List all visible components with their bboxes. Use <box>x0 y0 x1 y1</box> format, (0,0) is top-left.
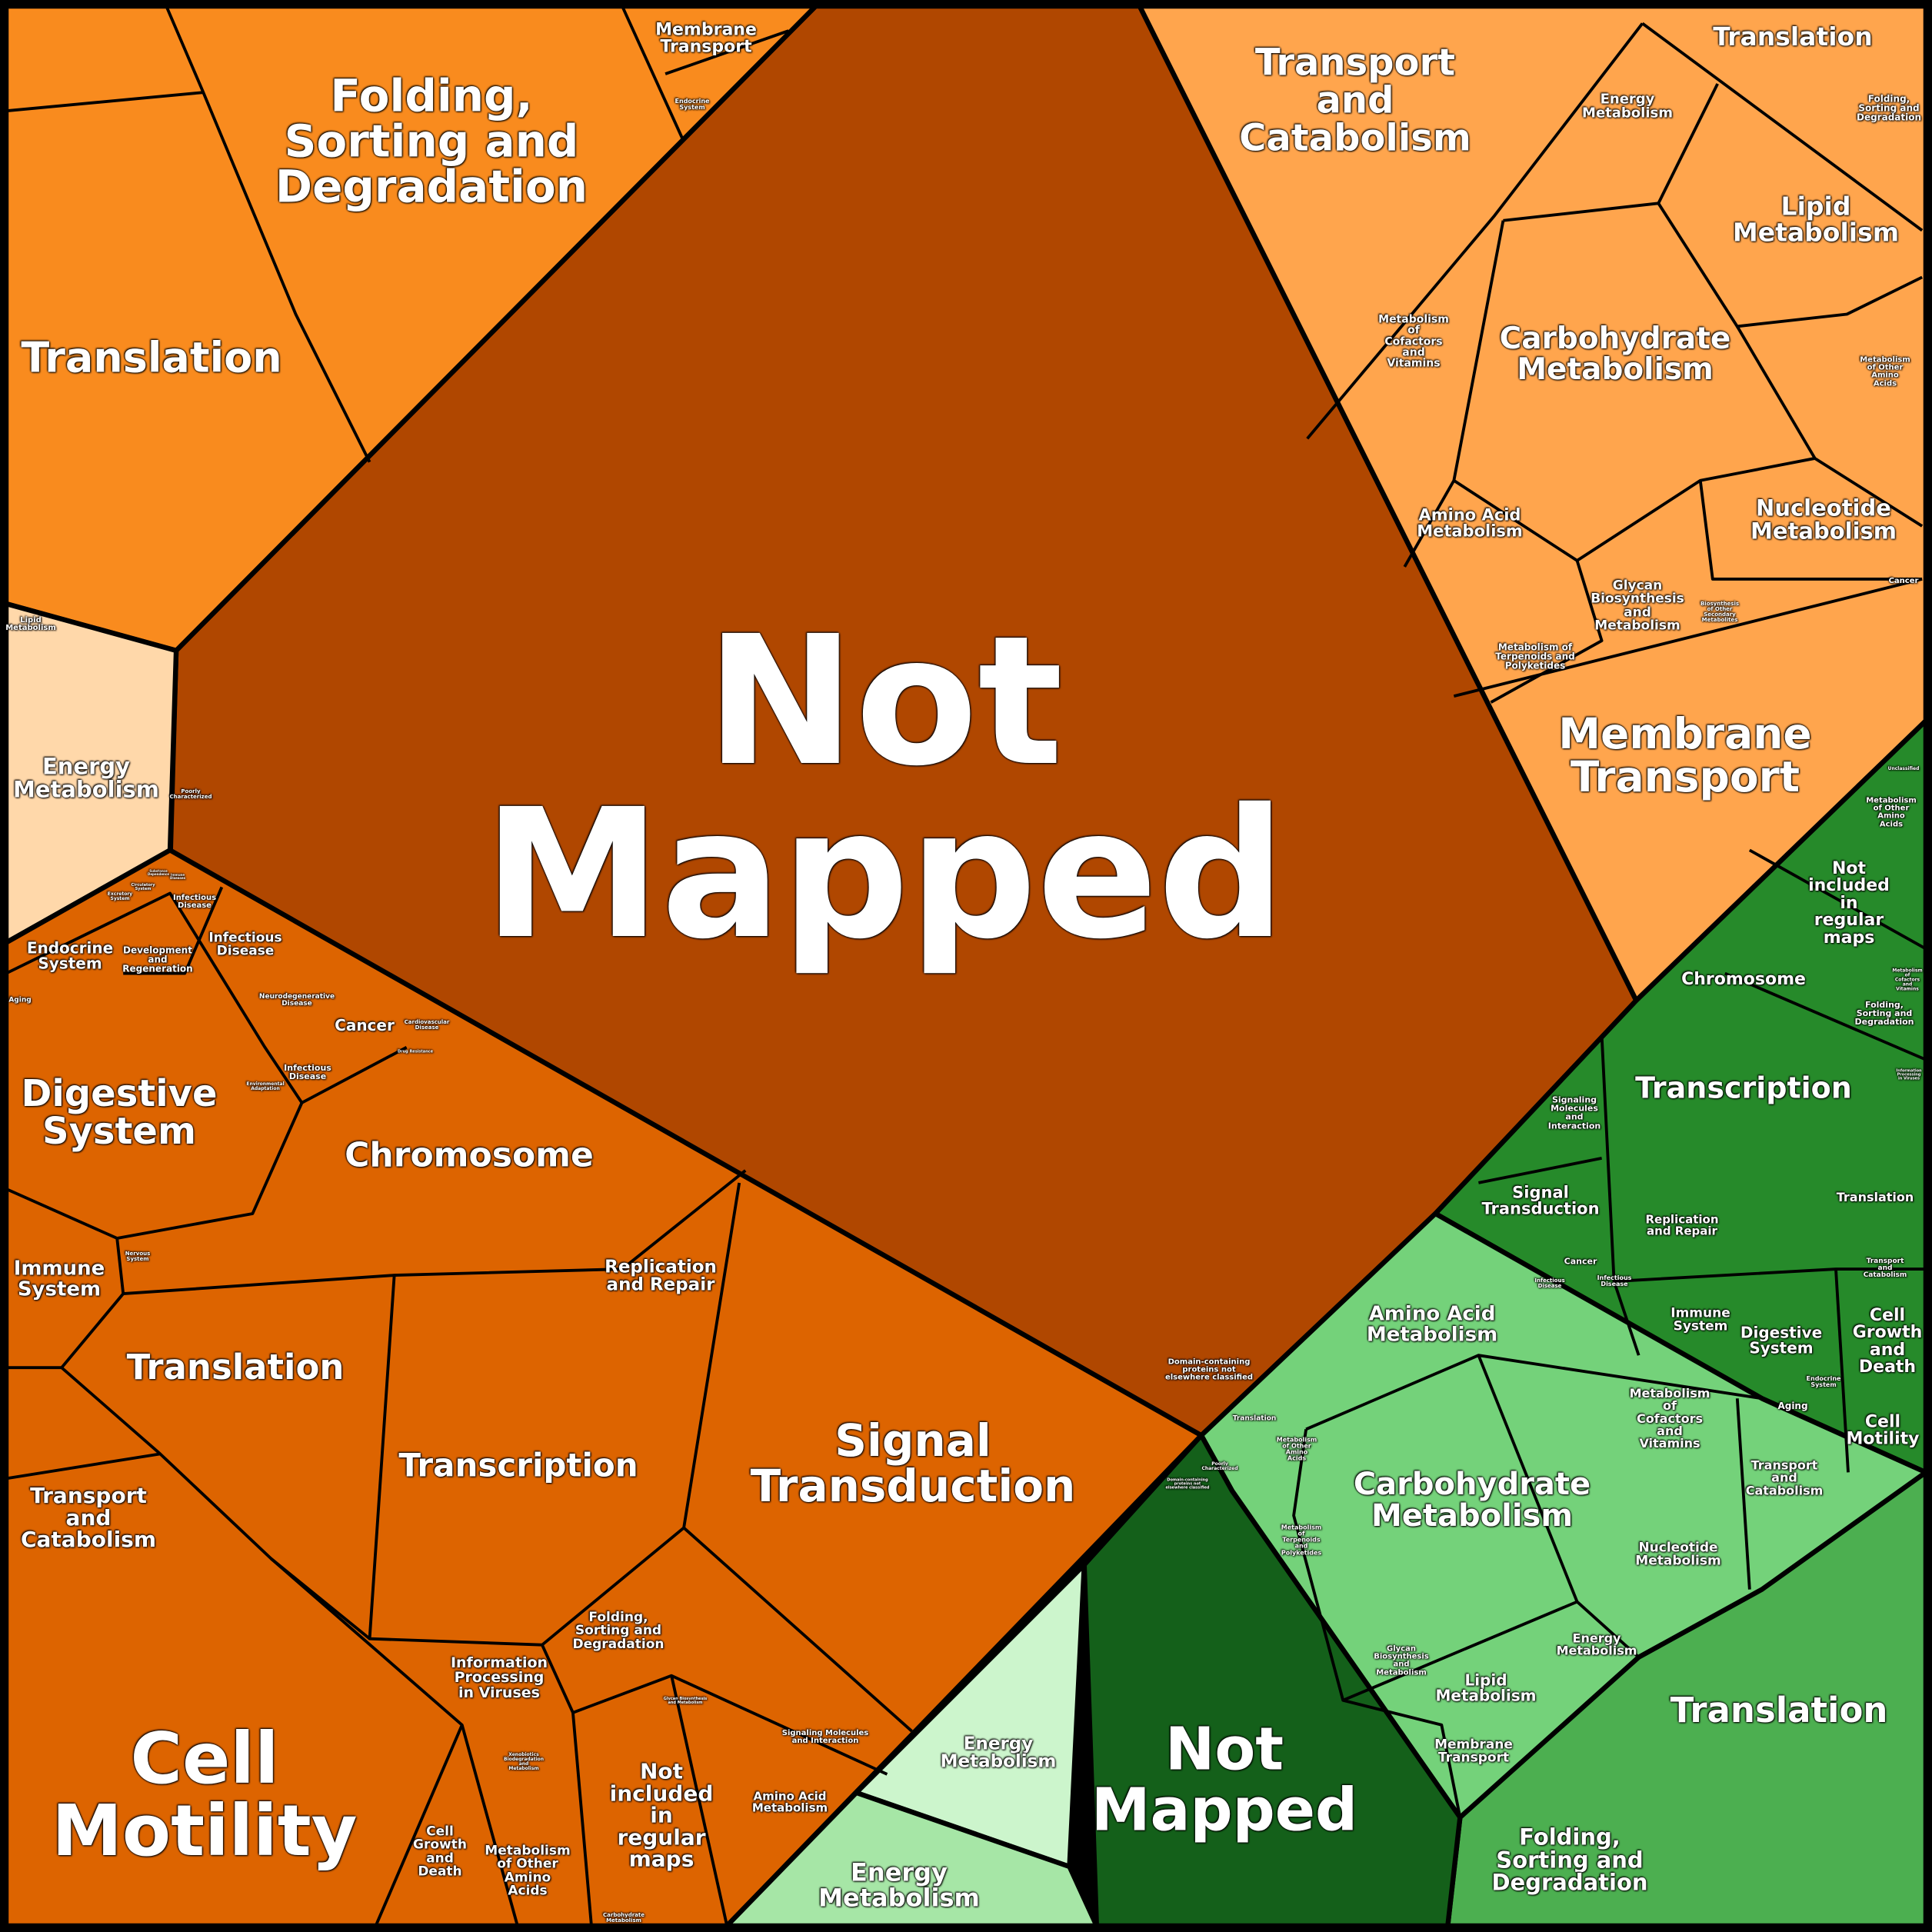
region-orange-bottom-left <box>3 848 1204 1929</box>
region-green-soft <box>724 1790 1099 1929</box>
sub-region-borders <box>5 5 1927 1927</box>
